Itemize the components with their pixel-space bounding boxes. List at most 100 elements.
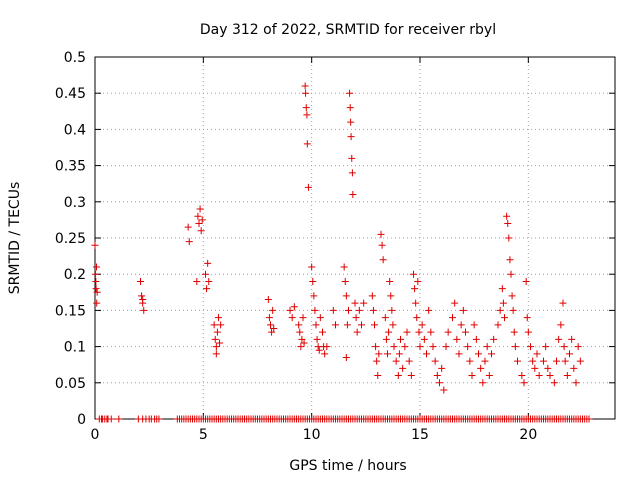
- data-point: [313, 335, 321, 343]
- x-tick-label: 15: [411, 427, 429, 443]
- data-point: [531, 364, 539, 372]
- data-point: [524, 328, 532, 336]
- data-point: [470, 321, 478, 329]
- data-point: [193, 277, 201, 285]
- y-tick-label: 0.2: [64, 267, 86, 283]
- data-point: [312, 321, 320, 329]
- data-point: [585, 415, 593, 423]
- data-point: [388, 306, 396, 314]
- data-point: [397, 335, 404, 343]
- data-point: [377, 230, 385, 238]
- data-point: [217, 321, 225, 329]
- data-point: [389, 321, 397, 329]
- data-point: [358, 321, 365, 329]
- y-axis-ticks: 0 0.05 0.1 0.15 0.2 0.25 0.3 0.35 0.4 0.45 0.5: [55, 50, 615, 428]
- data-point: [553, 357, 560, 365]
- y-tick-label: 0.15: [55, 303, 86, 319]
- y-tick-label: 0.4: [64, 122, 86, 138]
- data-point: [91, 241, 99, 249]
- data-point: [372, 343, 380, 351]
- data-point: [321, 350, 329, 358]
- data-point: [440, 386, 448, 394]
- x-tick-label: 10: [303, 427, 321, 443]
- data-point: [466, 357, 474, 365]
- data-point: [561, 357, 569, 365]
- data-point: [475, 350, 482, 358]
- data-point: [139, 296, 147, 304]
- data-point: [195, 220, 203, 228]
- data-point: [457, 321, 465, 329]
- data-point: [557, 321, 565, 329]
- data-point: [514, 357, 521, 365]
- data-point: [509, 306, 517, 314]
- data-point: [459, 306, 467, 314]
- data-point: [511, 343, 519, 351]
- data-point: [506, 256, 514, 264]
- data-point: [379, 256, 387, 264]
- data-point: [382, 335, 390, 343]
- data-point: [373, 357, 381, 365]
- data-point: [523, 314, 531, 322]
- data-point: [522, 277, 530, 285]
- data-point: [348, 154, 356, 162]
- data-point: [315, 346, 323, 354]
- data-point: [403, 328, 411, 336]
- chart-title: Day 312 of 2022, SRMTID for receiver rby…: [200, 22, 496, 38]
- data-point: [433, 372, 441, 380]
- data-point: [566, 350, 573, 358]
- data-point: [444, 328, 452, 336]
- data-point: [194, 212, 202, 220]
- data-point: [286, 306, 294, 314]
- data-point: [204, 259, 212, 267]
- y-tick-label: 0.3: [64, 195, 86, 211]
- data-point: [346, 104, 354, 112]
- data-point: [427, 328, 435, 336]
- data-point: [533, 350, 541, 358]
- data-point: [347, 133, 355, 141]
- data-point: [369, 306, 377, 314]
- data-point: [401, 343, 409, 351]
- data-point: [568, 335, 576, 343]
- data-point: [295, 321, 303, 329]
- data-point: [311, 306, 319, 314]
- y-axis-label: SRMTID / TECUs: [7, 182, 23, 295]
- data-point: [138, 292, 146, 300]
- data-point: [542, 343, 550, 351]
- data-point: [455, 350, 463, 358]
- data-point: [267, 321, 274, 329]
- data-point: [270, 325, 278, 332]
- data-point: [501, 314, 508, 322]
- data-point: [342, 292, 350, 300]
- data-point: [468, 372, 476, 380]
- data-point: [316, 314, 324, 322]
- y-tick-label: 0.45: [55, 86, 86, 102]
- data-point: [510, 328, 518, 336]
- data-point: [483, 343, 491, 351]
- data-point: [570, 364, 578, 372]
- data-point: [503, 212, 511, 220]
- data-point: [300, 339, 308, 347]
- data-point: [462, 328, 469, 336]
- data-point: [92, 285, 100, 293]
- x-axis-ticks: 0 5 10 15 20: [91, 57, 537, 443]
- data-point: [93, 288, 101, 296]
- data-point: [107, 415, 115, 423]
- data-point: [405, 357, 413, 365]
- y-tick-label: 0: [77, 412, 86, 428]
- data-point: [451, 299, 459, 307]
- data-point: [423, 350, 430, 358]
- data-point: [494, 321, 502, 329]
- data-point: [184, 223, 192, 231]
- data-point: [348, 169, 356, 177]
- data-point: [319, 328, 326, 336]
- data-point: [352, 314, 360, 322]
- data-point: [345, 306, 352, 314]
- grid-layer: [95, 57, 615, 419]
- data-point: [343, 321, 351, 329]
- data-point: [507, 270, 515, 278]
- data-point: [414, 277, 422, 285]
- data-point: [360, 299, 368, 307]
- data-point: [529, 357, 537, 365]
- data-point: [296, 328, 304, 336]
